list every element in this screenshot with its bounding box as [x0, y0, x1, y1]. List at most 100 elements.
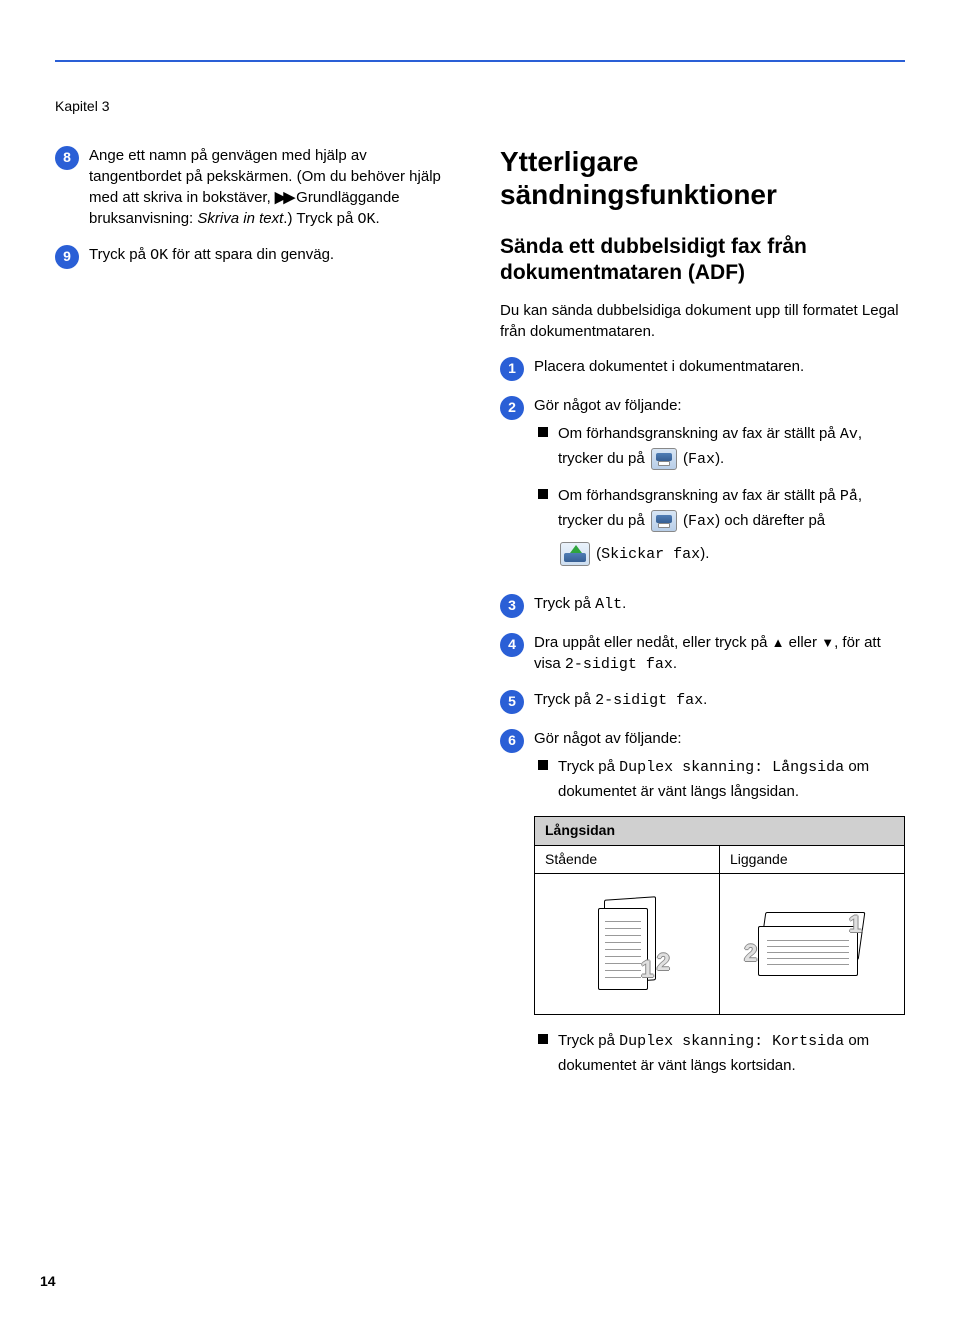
- step-number-3: 3: [500, 594, 524, 618]
- text: för att spara din genväg.: [168, 246, 334, 263]
- text: Tryck på: [558, 758, 619, 775]
- step-number-8: 8: [55, 146, 79, 170]
- portrait-booklet-icon: 2 1: [598, 898, 656, 990]
- text: Gör något av följande:: [534, 397, 682, 414]
- two-column-layout: 8 Ange ett namn på genvägen med hjälp av…: [55, 145, 905, 1105]
- code: 2-sidigt fax: [565, 656, 673, 673]
- text: .: [703, 691, 707, 708]
- landscape-booklet-icon: 1 2: [758, 912, 866, 976]
- step-2-body: Gör något av följande: Om förhandsgransk…: [534, 395, 905, 579]
- square-bullet-icon: [538, 760, 548, 770]
- step-4: 4 Dra uppåt eller nedåt, eller tryck på …: [500, 632, 905, 675]
- square-bullet-icon: [538, 427, 548, 437]
- page-digit: 1: [641, 953, 654, 987]
- right-column: Ytterligare sändningsfunktioner Sända et…: [500, 145, 905, 1105]
- left-column: 8 Ange ett namn på genvägen med hjälp av…: [55, 145, 460, 1105]
- step-3-body: Tryck på Alt.: [534, 593, 905, 615]
- text: (: [679, 450, 688, 467]
- page-number: 14: [40, 1272, 56, 1292]
- longside-table: Långsidan Stående Liggande 2: [534, 816, 905, 1015]
- code-ok: OK: [357, 211, 375, 228]
- step-3: 3 Tryck på Alt.: [500, 593, 905, 618]
- code: Skickar fax: [601, 546, 700, 563]
- send-fax-icon: [560, 542, 590, 566]
- step-number-1: 1: [500, 357, 524, 381]
- text: (: [679, 512, 688, 529]
- section-title: Ytterligare sändningsfunktioner: [500, 145, 905, 212]
- code: Fax: [688, 513, 715, 530]
- chapter-label: Kapitel 3: [55, 97, 905, 117]
- step-1: 1 Placera dokumentet i dokumentmataren.: [500, 356, 905, 381]
- bullet-body: Tryck på Duplex skanning: Långsida om do…: [558, 755, 905, 804]
- text: Dra uppåt eller nedåt, eller tryck på: [534, 634, 772, 651]
- step-6: 6 Gör något av följande: Tryck på Duplex…: [500, 728, 905, 1090]
- table-subheader-row: Stående Liggande: [535, 846, 904, 875]
- bullet-item: Tryck på Duplex skanning: Kortsida om do…: [538, 1029, 905, 1078]
- landscape-cell: 1 2: [720, 874, 904, 1014]
- square-bullet-icon: [538, 489, 548, 499]
- text: .) Tryck på: [283, 210, 357, 227]
- bullet-body: Om förhandsgranskning av fax är ställt p…: [558, 422, 905, 472]
- step-6-bullets-2: Tryck på Duplex skanning: Kortsida om do…: [534, 1029, 905, 1078]
- text: Gör något av följande:: [534, 730, 682, 747]
- top-rule: [55, 60, 905, 62]
- step-number-9: 9: [55, 245, 79, 269]
- text: Tryck på: [558, 1032, 619, 1049]
- step-2: 2 Gör något av följande: Om förhandsgran…: [500, 395, 905, 579]
- down-arrow-icon: ▼: [821, 634, 834, 652]
- text: Tryck på: [534, 691, 595, 708]
- table-image-row: 2 1 1 2: [535, 874, 904, 1014]
- text: ) och därefter på: [715, 512, 825, 529]
- bullet-item: Om förhandsgranskning av fax är ställt p…: [538, 484, 905, 567]
- text: eller: [785, 634, 822, 651]
- step-number-2: 2: [500, 396, 524, 420]
- text: Om förhandsgranskning av fax är ställt p…: [558, 487, 840, 504]
- step-8: 8 Ange ett namn på genvägen med hjälp av…: [55, 145, 460, 230]
- table-col2-label: Liggande: [720, 846, 904, 875]
- text: Tryck på: [534, 595, 595, 612]
- text: ).: [700, 545, 709, 562]
- step-number-6: 6: [500, 729, 524, 753]
- code: Fax: [688, 451, 715, 468]
- text: .: [375, 210, 379, 227]
- page-digit: 2: [744, 937, 757, 971]
- code: Duplex skanning: Kortsida: [619, 1033, 844, 1050]
- table-col1-label: Stående: [535, 846, 720, 875]
- step-4-body: Dra uppåt eller nedåt, eller tryck på ▲ …: [534, 632, 905, 675]
- text: .: [622, 595, 626, 612]
- code: Duplex skanning: Långsida: [619, 759, 844, 776]
- step-5: 5 Tryck på 2-sidigt fax.: [500, 689, 905, 714]
- step-8-body: Ange ett namn på genvägen med hjälp av t…: [89, 145, 460, 230]
- send-fax-line: (Skickar fax).: [558, 542, 905, 567]
- step-9-body: Tryck på OK för att spara din genväg.: [89, 244, 460, 266]
- step-9: 9 Tryck på OK för att spara din genväg.: [55, 244, 460, 269]
- subsection-title: Sända ett dubbelsidigt fax från dokument…: [500, 234, 905, 287]
- page-digit: 2: [657, 946, 670, 980]
- bullet-body: Tryck på Duplex skanning: Kortsida om do…: [558, 1029, 905, 1078]
- text: .: [673, 655, 677, 672]
- up-arrow-icon: ▲: [772, 634, 785, 652]
- code: Av: [840, 426, 858, 443]
- code: På: [840, 488, 858, 505]
- table-header: Långsidan: [535, 817, 904, 846]
- fax-icon: [651, 448, 677, 470]
- code: 2-sidigt fax: [595, 692, 703, 709]
- ref-arrows-icon: ▶▶: [275, 189, 292, 206]
- text: Tryck på: [89, 246, 150, 263]
- step-5-body: Tryck på 2-sidigt fax.: [534, 689, 905, 711]
- step-2-bullets: Om förhandsgranskning av fax är ställt p…: [534, 422, 905, 567]
- square-bullet-icon: [538, 1034, 548, 1044]
- portrait-cell: 2 1: [535, 874, 720, 1014]
- code: Alt: [595, 596, 622, 613]
- step-number-5: 5: [500, 690, 524, 714]
- code-ok: OK: [150, 247, 168, 264]
- bullet-body: Om förhandsgranskning av fax är ställt p…: [558, 484, 905, 567]
- page-digit: 1: [849, 908, 862, 942]
- intro-text: Du kan sända dubbelsidiga dokument upp t…: [500, 300, 905, 342]
- step-number-4: 4: [500, 633, 524, 657]
- bullet-item: Om förhandsgranskning av fax är ställt p…: [538, 422, 905, 472]
- text: ).: [715, 450, 724, 467]
- step-1-body: Placera dokumentet i dokumentmataren.: [534, 356, 905, 377]
- fax-icon: [651, 510, 677, 532]
- step-6-bullets: Tryck på Duplex skanning: Långsida om do…: [534, 755, 905, 804]
